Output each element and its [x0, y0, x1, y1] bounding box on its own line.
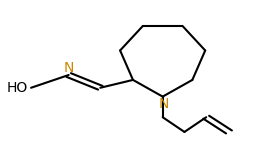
Text: HO: HO: [6, 81, 27, 95]
Text: N: N: [159, 97, 169, 111]
Text: N: N: [63, 61, 74, 75]
